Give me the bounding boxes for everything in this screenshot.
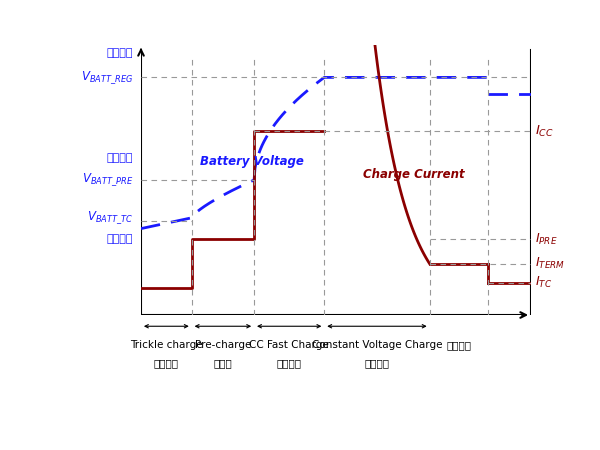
Text: 预充电: 预充电: [214, 358, 232, 368]
Text: 预充电压: 预充电压: [107, 153, 133, 163]
Text: 滴流充电: 滴流充电: [154, 358, 179, 368]
Text: $I_{TC}$: $I_{TC}$: [535, 275, 552, 290]
Text: 充满电压: 充满电压: [107, 48, 133, 58]
Text: Battery Voltage: Battery Voltage: [199, 155, 304, 167]
Text: $V_{BATT\_TC}$: $V_{BATT\_TC}$: [87, 209, 133, 226]
Text: $I_{TERM}$: $I_{TERM}$: [535, 256, 565, 271]
Text: Trickle charge: Trickle charge: [130, 340, 203, 350]
Text: 涌充电压: 涌充电压: [107, 234, 133, 244]
Text: $I_{CC}$: $I_{CC}$: [535, 124, 554, 139]
Text: Charge Current: Charge Current: [363, 168, 465, 181]
Text: $V_{BATT\_PRE}$: $V_{BATT\_PRE}$: [82, 171, 133, 189]
Text: Constant Voltage Charge: Constant Voltage Charge: [312, 340, 442, 350]
Text: $I_{PRE}$: $I_{PRE}$: [535, 232, 557, 247]
Text: 充满截止: 充满截止: [446, 340, 472, 350]
Text: 恒流充电: 恒流充电: [277, 358, 302, 368]
Text: 恒压充电: 恒压充电: [364, 358, 389, 368]
Text: Pre-charge: Pre-charge: [195, 340, 251, 350]
Text: $V_{BATT\_REG}$: $V_{BATT\_REG}$: [81, 69, 133, 86]
Text: CC Fast Charge: CC Fast Charge: [250, 340, 329, 350]
